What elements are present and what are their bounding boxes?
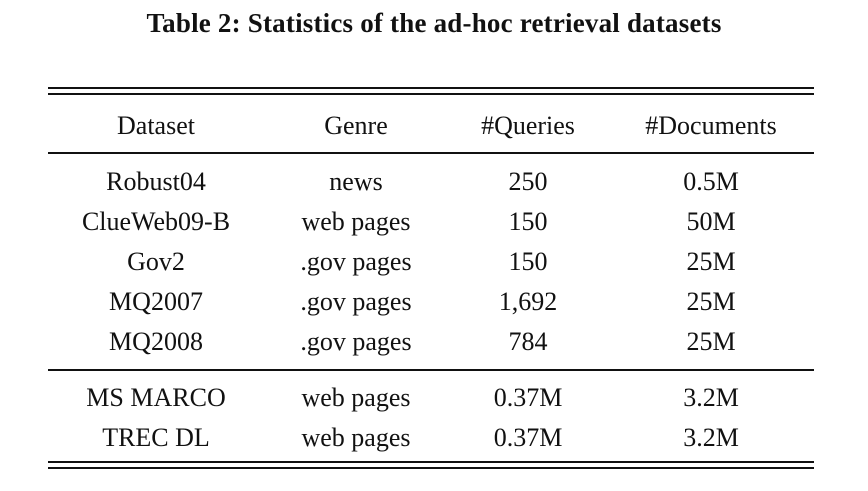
- cell-queries: 1,692: [498, 287, 558, 316]
- cell-dataset: MS MARCO: [86, 383, 226, 412]
- header-documents: #Documents: [645, 111, 777, 140]
- cell-queries: 250: [508, 167, 548, 196]
- cell-documents: 3.2M: [683, 423, 739, 452]
- cell-queries: 0.37M: [493, 423, 563, 452]
- header-rule: [48, 152, 814, 154]
- top-rule: [48, 87, 814, 89]
- cell-documents: 25M: [686, 287, 736, 316]
- cell-genre: .gov pages: [300, 327, 412, 356]
- bottom-rule: [48, 467, 814, 469]
- cell-genre: web pages: [301, 383, 411, 412]
- bottom-rule-inner: [48, 461, 814, 463]
- cell-genre: .gov pages: [300, 247, 412, 276]
- cell-documents: 50M: [686, 207, 736, 236]
- cell-genre: web pages: [301, 207, 411, 236]
- cell-dataset: ClueWeb09-B: [81, 207, 231, 236]
- cell-dataset: MQ2008: [109, 327, 203, 356]
- cell-genre: .gov pages: [300, 287, 412, 316]
- group-rule: [48, 369, 814, 371]
- cell-dataset: MQ2007: [109, 287, 203, 316]
- cell-queries: 150: [508, 207, 548, 236]
- cell-queries: 150: [508, 247, 548, 276]
- cell-dataset: Robust04: [106, 167, 206, 196]
- cell-queries: 0.37M: [493, 383, 563, 412]
- cell-queries: 784: [508, 327, 548, 356]
- cell-dataset: Gov2: [127, 247, 185, 276]
- header-dataset: Dataset: [117, 111, 195, 140]
- table-caption: Table 2: Statistics of the ad-hoc retrie…: [146, 8, 722, 38]
- cell-genre: web pages: [301, 423, 411, 452]
- cell-dataset: TREC DL: [102, 423, 210, 452]
- cell-documents: 25M: [686, 247, 736, 276]
- cell-genre: news: [329, 167, 383, 196]
- cell-documents: 0.5M: [683, 167, 739, 196]
- header-genre: Genre: [324, 111, 388, 140]
- header-queries: #Queries: [481, 111, 575, 140]
- top-rule-inner: [48, 93, 814, 95]
- cell-documents: 25M: [686, 327, 736, 356]
- cell-documents: 3.2M: [683, 383, 739, 412]
